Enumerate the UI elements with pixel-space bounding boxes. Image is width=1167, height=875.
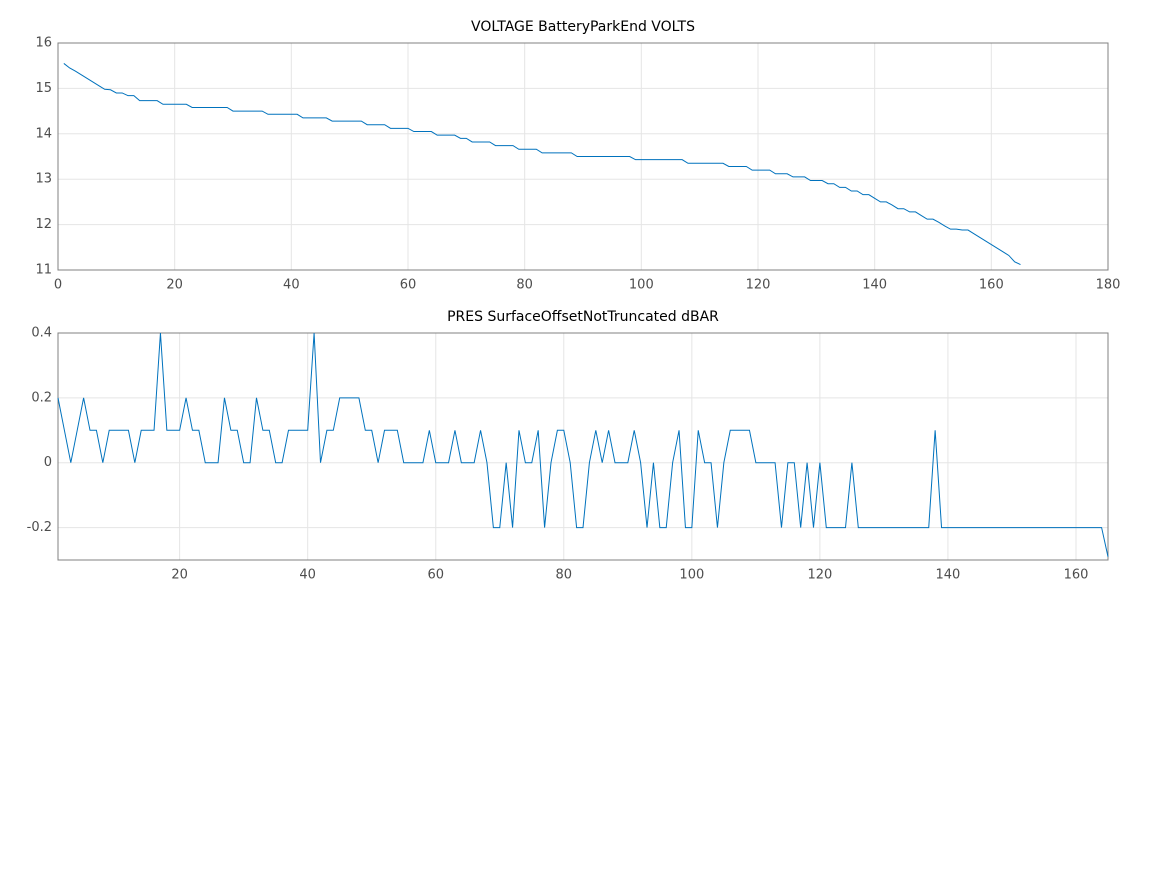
data-line [57,332,1109,557]
x-tick-label: 140 [862,278,887,293]
x-tick-label: 120 [746,278,771,293]
y-tick-label: 16 [35,36,52,51]
data-line [63,63,1021,266]
x-tick-label: 120 [807,568,832,583]
x-tick-label: 80 [516,278,533,293]
y-tick-label: 0 [44,455,52,470]
y-tick-label: 14 [35,126,52,141]
x-tick-label: 100 [679,568,704,583]
x-tick-label: 40 [299,568,316,583]
chart-title: PRES SurfaceOffsetNotTruncated dBAR [447,309,719,325]
y-tick-label: -0.2 [27,520,52,535]
x-tick-label: 160 [979,278,1004,293]
x-tick-label: 0 [54,278,62,293]
y-tick-label: 15 [35,81,52,96]
x-tick-label: 140 [936,568,961,583]
x-tick-label: 80 [556,568,573,583]
y-tick-label: 0.4 [31,326,52,341]
x-tick-label: 60 [400,278,417,293]
axes-frame [57,42,1109,271]
x-tick-label: 40 [283,278,300,293]
plot-area [58,333,1108,560]
axes-frame [57,332,1109,561]
x-tick-label: 20 [171,568,188,583]
x-tick-label: 180 [1096,278,1121,293]
x-tick-label: 60 [427,568,444,583]
x-tick-label: 160 [1064,568,1089,583]
x-tick-label: 100 [629,278,654,293]
y-tick-label: 13 [35,172,52,187]
x-tick-label: 20 [166,278,183,293]
chart-title: VOLTAGE BatteryParkEnd VOLTS [471,19,695,35]
y-tick-label: 11 [35,263,52,278]
y-tick-label: 0.2 [31,390,52,405]
y-tick-label: 12 [35,217,52,232]
